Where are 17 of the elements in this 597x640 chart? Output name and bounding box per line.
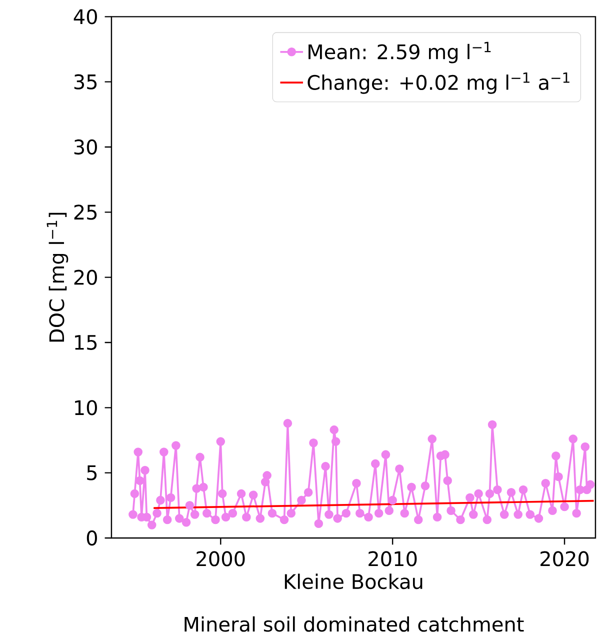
legend-label: Change: +0.02 mg l$^{−1}$ a$^{−1}$ (308, 72, 570, 94)
y-tick-label: 35 (74, 74, 96, 90)
x-tick-label: 2000 (196, 551, 245, 566)
x-axis-title: Kleine Bockau (284, 574, 422, 590)
y-tick-label: 25 (74, 204, 96, 220)
y-tick-label: 15 (74, 335, 96, 350)
y-tick-label: 10 (74, 400, 97, 416)
text: Mineral soil dominated catchment (184, 616, 524, 632)
y-axis-title: DOC [mg l$^{−1}$] (46, 212, 68, 342)
y-tick-label: 20 (74, 270, 97, 285)
y-tick-label: 0 (86, 530, 97, 546)
x-tick-label: 2020 (540, 551, 588, 566)
x-tick-label: 2010 (368, 551, 417, 566)
y-tick-label: 30 (74, 139, 97, 155)
y-tick-label: 5 (86, 465, 96, 480)
y-tick-label: 40 (74, 9, 97, 24)
legend-label: Mean: 2.59 mg l$^{−1}$ (308, 42, 490, 64)
